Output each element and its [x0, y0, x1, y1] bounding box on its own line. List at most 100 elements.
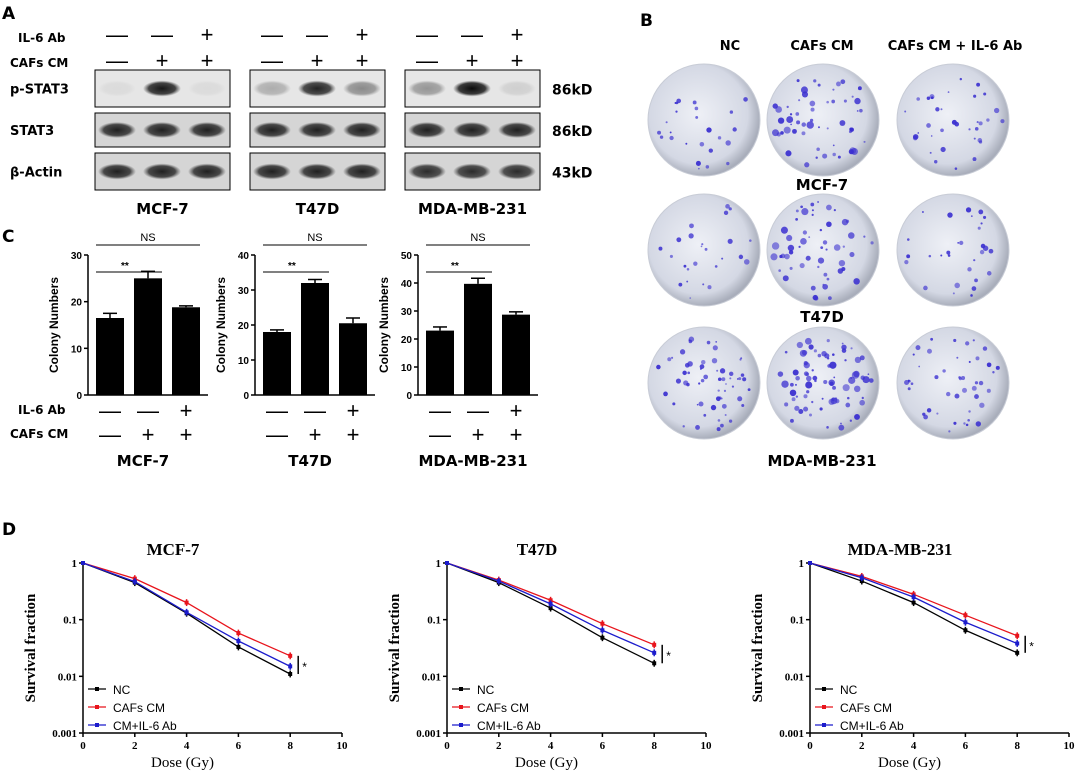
- colony: [695, 424, 700, 430]
- x-tick-label: 2: [132, 740, 138, 752]
- protein-band: [98, 80, 136, 97]
- colony: [826, 221, 832, 228]
- legend-marker: [95, 723, 99, 727]
- colony: [959, 240, 964, 246]
- protein-band: [188, 163, 226, 180]
- colony: [940, 254, 943, 257]
- culture-plate: [896, 63, 1010, 177]
- colony: [917, 132, 920, 134]
- protein-band: [253, 122, 291, 138]
- colony: [977, 226, 981, 230]
- colony: [729, 110, 734, 114]
- colony: [832, 144, 835, 147]
- chart-title: MDA-MB-231: [418, 452, 527, 470]
- colony: [953, 338, 957, 343]
- colony: [809, 413, 812, 417]
- colony: [717, 377, 722, 381]
- colony: [848, 232, 855, 239]
- colony: [843, 99, 847, 103]
- colony: [686, 267, 690, 271]
- colony: [863, 235, 866, 238]
- colony: [782, 275, 789, 282]
- significance-label: *: [302, 660, 307, 674]
- colony: [694, 106, 699, 111]
- colony: [976, 121, 979, 124]
- colony: [976, 82, 981, 87]
- colony: [839, 120, 846, 126]
- colony: [849, 419, 852, 422]
- colony: [841, 218, 849, 226]
- colony: [915, 345, 921, 351]
- x-tick-label: 2: [496, 740, 502, 752]
- colony: [674, 101, 677, 104]
- colony: [929, 94, 935, 100]
- legend-marker: [822, 705, 826, 709]
- x-axis-label: Dose (Gy): [878, 755, 941, 771]
- colony: [992, 371, 995, 374]
- colony: [959, 77, 963, 81]
- colony: [737, 396, 743, 402]
- colony: [776, 132, 781, 137]
- colony: [828, 296, 832, 300]
- legend-label: CM+IL-6 Ab: [477, 719, 541, 733]
- legend-label: NC: [477, 683, 495, 697]
- legend-label: CM+IL-6 Ab: [113, 719, 177, 733]
- colony: [912, 353, 915, 356]
- sign-il6: —: [416, 22, 438, 47]
- colony: [970, 294, 973, 297]
- colony: [848, 149, 854, 155]
- bar: [502, 314, 530, 395]
- colony: [974, 127, 979, 131]
- colony: [983, 92, 987, 96]
- legend-label: CAFs CM: [477, 701, 529, 715]
- colony: [982, 346, 988, 351]
- colony: [817, 126, 820, 129]
- colony: [685, 142, 688, 145]
- colony: [853, 278, 860, 285]
- colony: [947, 91, 950, 93]
- colony: [926, 408, 932, 413]
- colony: [928, 254, 932, 258]
- colony: [907, 387, 911, 391]
- colony: [826, 357, 830, 360]
- colony: [729, 371, 734, 377]
- sign-il6: —: [467, 398, 489, 423]
- colony: [820, 246, 824, 250]
- y-tick-label: 0.1: [63, 615, 77, 627]
- colony: [940, 108, 943, 111]
- culture-plate: [647, 326, 761, 440]
- protein-band: [98, 163, 136, 180]
- colony: [811, 209, 814, 212]
- colony: [948, 430, 951, 433]
- colony: [986, 271, 992, 276]
- colony: [801, 122, 807, 127]
- colony: [700, 245, 703, 248]
- colony: [721, 377, 726, 382]
- y-tick-label: 0.1: [790, 615, 804, 627]
- colony: [837, 155, 841, 159]
- colony: [979, 249, 985, 255]
- y-tick-label: 0: [76, 391, 82, 402]
- colony: [823, 379, 828, 385]
- y-tick-label: 20: [401, 335, 413, 346]
- x-tick-label: 0: [444, 740, 450, 752]
- culture-plate: [766, 193, 880, 307]
- colony: [923, 285, 928, 291]
- bar: [134, 278, 162, 395]
- colony: [826, 204, 832, 211]
- x-tick-label: 8: [287, 740, 293, 752]
- colony: [676, 98, 682, 104]
- colony: [780, 253, 786, 259]
- protein-band: [453, 122, 491, 138]
- colony: [780, 226, 788, 234]
- treatment-label-cafs: CAFs CM: [10, 427, 68, 441]
- colony: [795, 376, 800, 381]
- colony: [867, 373, 870, 375]
- colony: [688, 233, 694, 239]
- legend-marker: [95, 687, 99, 691]
- colony: [854, 356, 862, 364]
- colony: [812, 375, 818, 381]
- culture-plate: [766, 326, 880, 440]
- protein-band: [188, 80, 226, 97]
